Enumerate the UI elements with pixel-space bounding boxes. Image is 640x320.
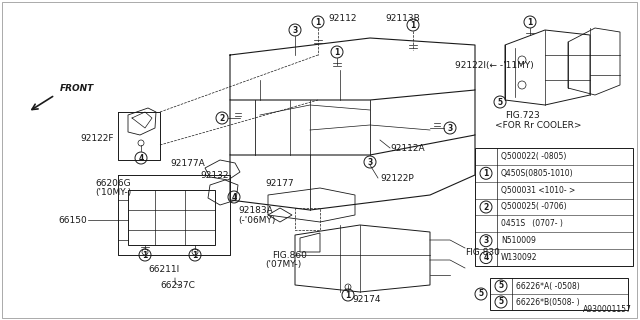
Text: FIG.830: FIG.830 bbox=[465, 247, 500, 257]
Text: 92113B: 92113B bbox=[385, 13, 420, 22]
Text: Q500031 <1010- >: Q500031 <1010- > bbox=[501, 186, 575, 195]
Text: 1: 1 bbox=[527, 18, 532, 27]
Text: 3: 3 bbox=[367, 157, 372, 166]
Text: 66206G: 66206G bbox=[95, 179, 131, 188]
Text: 5: 5 bbox=[479, 290, 484, 299]
Bar bbox=[490, 278, 628, 310]
Text: Q500025( -0706): Q500025( -0706) bbox=[501, 203, 566, 212]
Text: FIG.723: FIG.723 bbox=[505, 110, 540, 119]
Text: 5: 5 bbox=[499, 298, 504, 307]
Text: Q450S(0805-1010): Q450S(0805-1010) bbox=[501, 169, 573, 178]
Text: 4: 4 bbox=[483, 253, 488, 262]
Text: 4: 4 bbox=[232, 193, 237, 202]
Text: A930001157: A930001157 bbox=[583, 305, 632, 314]
Text: 1: 1 bbox=[483, 169, 488, 178]
Text: 1: 1 bbox=[193, 251, 198, 260]
Text: 92122F: 92122F bbox=[80, 133, 113, 142]
Text: 5: 5 bbox=[499, 282, 504, 291]
Text: 92183A: 92183A bbox=[238, 205, 273, 214]
Text: 1: 1 bbox=[410, 20, 415, 29]
Text: (-'06MY): (-'06MY) bbox=[238, 215, 275, 225]
Text: 66211I: 66211I bbox=[148, 266, 179, 275]
Text: 2: 2 bbox=[483, 203, 488, 212]
Text: FRONT: FRONT bbox=[60, 84, 94, 92]
Text: 3: 3 bbox=[447, 124, 452, 132]
Text: 66150: 66150 bbox=[58, 215, 87, 225]
Text: 1: 1 bbox=[142, 251, 148, 260]
Text: 92132: 92132 bbox=[200, 171, 228, 180]
Text: 0451S   (0707- ): 0451S (0707- ) bbox=[501, 219, 563, 228]
Text: 92177A: 92177A bbox=[170, 158, 205, 167]
Text: 3: 3 bbox=[483, 236, 488, 245]
Text: 66226*A( -0508): 66226*A( -0508) bbox=[516, 282, 580, 291]
Text: 1: 1 bbox=[334, 47, 340, 57]
Text: ('07MY-): ('07MY-) bbox=[265, 260, 301, 269]
Text: 5: 5 bbox=[497, 98, 502, 107]
Text: 2: 2 bbox=[220, 114, 225, 123]
Text: FIG.860: FIG.860 bbox=[272, 251, 307, 260]
Text: 92112: 92112 bbox=[328, 13, 356, 22]
Text: ('10MY-): ('10MY-) bbox=[95, 188, 131, 196]
Text: 92177: 92177 bbox=[265, 179, 294, 188]
Text: 1: 1 bbox=[316, 18, 321, 27]
Text: N510009: N510009 bbox=[501, 236, 536, 245]
Text: 66237C: 66237C bbox=[160, 281, 195, 290]
Text: 92122I(← -'11MY): 92122I(← -'11MY) bbox=[455, 60, 534, 69]
Text: 92112A: 92112A bbox=[390, 143, 424, 153]
Text: 66226*B(0508- ): 66226*B(0508- ) bbox=[516, 298, 580, 307]
Text: 92174: 92174 bbox=[352, 295, 381, 305]
Text: 1: 1 bbox=[346, 291, 351, 300]
Bar bbox=[475, 148, 633, 266]
Text: 3: 3 bbox=[292, 26, 298, 35]
Text: <FOR Rr COOLER>: <FOR Rr COOLER> bbox=[495, 121, 582, 130]
Text: 92122P: 92122P bbox=[380, 173, 413, 182]
Text: 4: 4 bbox=[138, 154, 143, 163]
Text: Q500022( -0805): Q500022( -0805) bbox=[501, 152, 566, 161]
Text: W130092: W130092 bbox=[501, 253, 538, 262]
